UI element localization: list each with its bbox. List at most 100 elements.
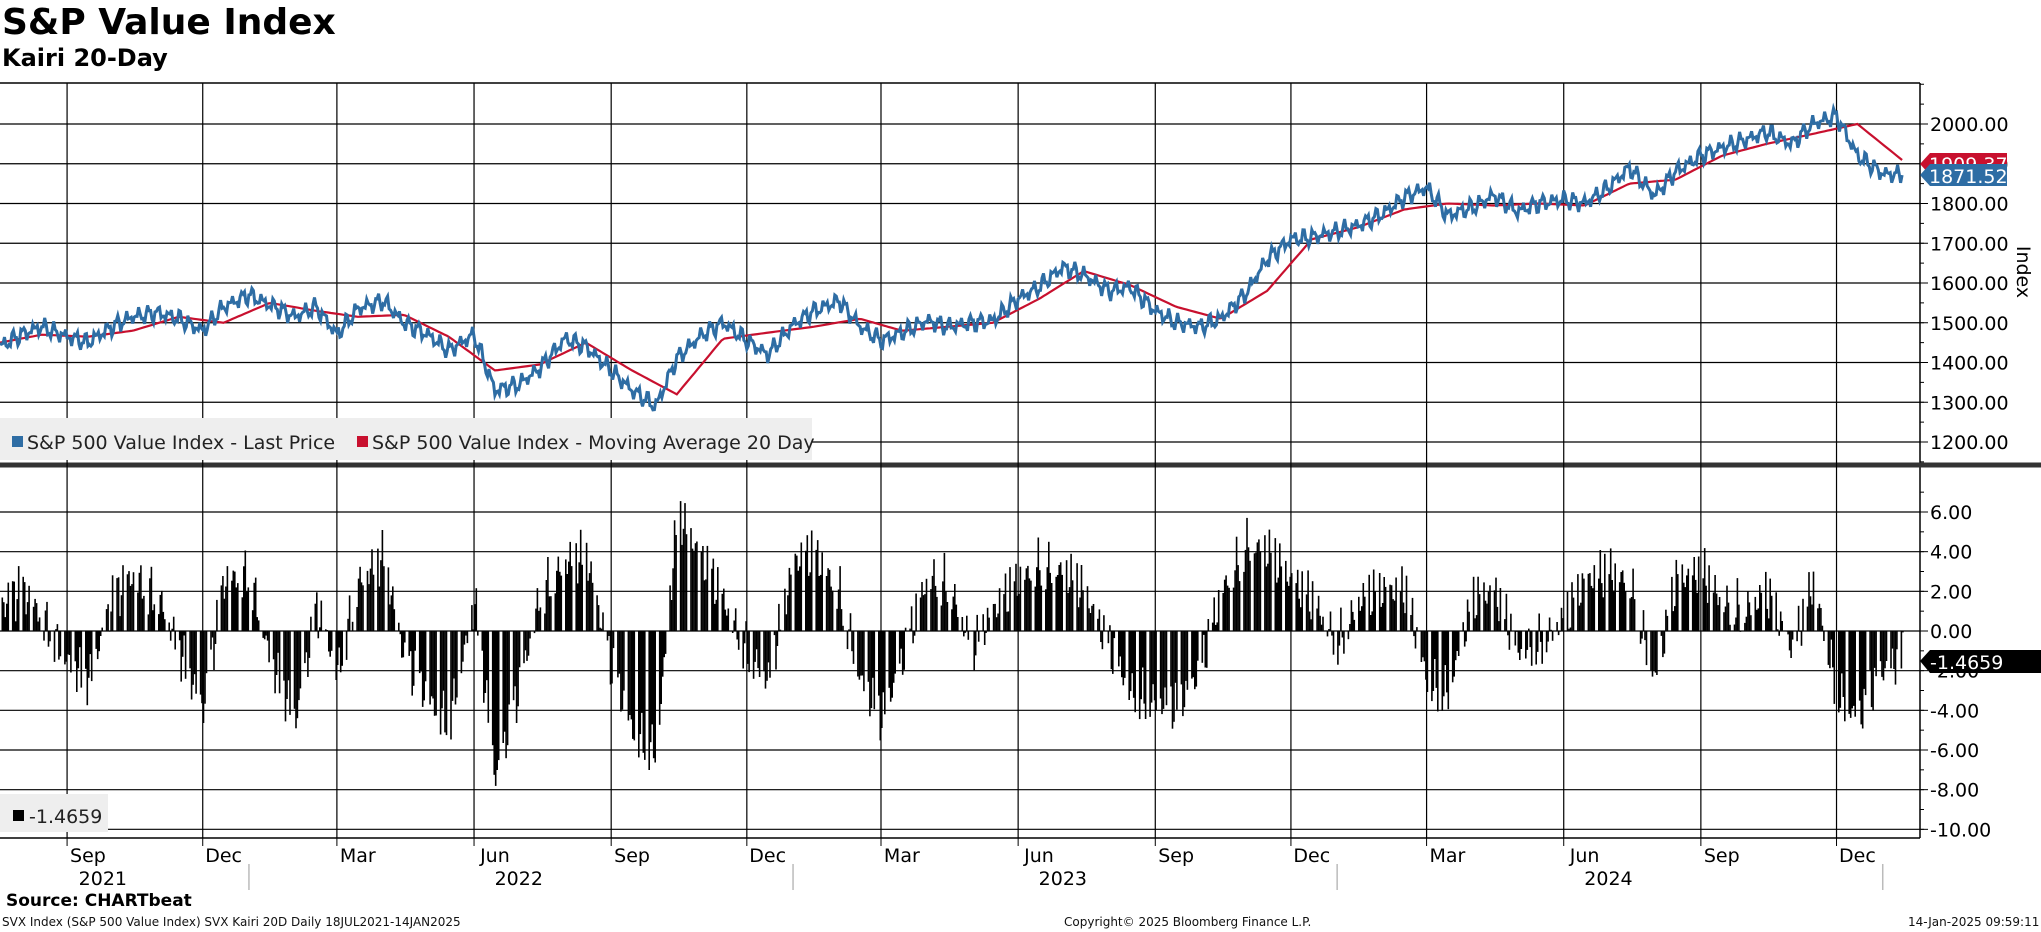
kairi-bar (661, 631, 664, 677)
kairi-bar (1124, 631, 1126, 678)
kairi-bar (882, 631, 885, 693)
kairi-bar (617, 631, 619, 678)
kairi-bar (539, 607, 542, 631)
kairi-bar (1863, 631, 1865, 689)
kairi-bar (351, 621, 354, 631)
kairi-bar (1171, 631, 1174, 729)
kairi-bar (632, 631, 634, 739)
kairi-bar (973, 631, 975, 671)
kairi-bar (742, 631, 744, 669)
kairi-bar (1399, 591, 1402, 631)
kairi-bar (164, 619, 166, 631)
kairi-bar (1851, 631, 1853, 709)
kairi-bar (839, 566, 841, 631)
kairi-bar (205, 631, 208, 674)
kairi-bar (310, 616, 312, 631)
kairi-bar (900, 631, 902, 649)
upper-grid (0, 123, 1920, 443)
kairi-bar (873, 631, 876, 710)
kairi-bar (675, 535, 677, 631)
kairi-bar (1528, 628, 1530, 631)
kairi-bar (869, 631, 871, 717)
kairi-bar (222, 576, 224, 631)
kairi-bar (891, 631, 893, 698)
kairi-bar (1368, 574, 1370, 631)
kairi-bar (1174, 631, 1177, 683)
kairi-bar (587, 580, 589, 631)
kairi-bar (1550, 629, 1552, 631)
kairi-bar (1089, 613, 1092, 631)
kairi-bar (1036, 567, 1038, 631)
kairi-bar (1347, 631, 1350, 640)
y-axis-label: Index (2012, 246, 2034, 298)
kairi-bar (1571, 582, 1573, 631)
kairi-bar (38, 617, 41, 631)
kairi-bar (424, 631, 427, 682)
kairi-bar (7, 582, 10, 631)
kairi-bar (1434, 631, 1436, 659)
kairi-bar (263, 631, 266, 640)
kairi-bar (1639, 631, 1642, 644)
kairi-bar (1541, 631, 1543, 664)
kairi-bar (1791, 631, 1794, 640)
kairi-bar (924, 594, 926, 631)
kairi-bar (1246, 517, 1248, 631)
kairi-bar (1030, 580, 1032, 631)
kairi-bar (1630, 597, 1633, 631)
kairi-bar (1800, 631, 1803, 646)
kairi-bar (1206, 631, 1208, 668)
kairi-bar (644, 631, 646, 760)
kairi-bar (298, 631, 300, 701)
kairi-bar (1548, 617, 1551, 631)
kairi-bar (368, 584, 370, 631)
kairi-bar (1642, 610, 1645, 631)
kairi-bar (477, 631, 479, 636)
kairi-bar (1547, 631, 1549, 642)
kairi-bar (1462, 622, 1464, 631)
upper-tick-label: 1800.00 (1930, 194, 2009, 216)
kairi-bar (664, 631, 667, 654)
kairi-bar (420, 631, 422, 672)
kairi-bar (128, 571, 130, 631)
kairi-bar (1256, 542, 1259, 631)
kairi-bar (316, 592, 318, 631)
kairi-bar (527, 631, 530, 656)
kairi-bar (1641, 631, 1643, 639)
upper-legend: S&P 500 Value Index - Last Price S&P 500… (0, 418, 815, 460)
kairi-bar (1204, 631, 1207, 668)
kairi-bar (994, 603, 996, 631)
kairi-bar (506, 631, 509, 746)
kairi-bar (702, 546, 704, 631)
kairi-bar (1, 597, 4, 631)
kairi-bar (1013, 581, 1016, 631)
lower-tick-label: -8.00 (1930, 780, 1979, 802)
kairi-bar (1601, 583, 1603, 631)
kairi-bar (1247, 547, 1250, 631)
kairi-bar (568, 561, 570, 631)
legend-label-kairi: -1.4659 (29, 806, 102, 828)
kairi-bar (913, 631, 916, 636)
kairi-bar (1715, 593, 1718, 631)
kairi-bar (1830, 631, 1833, 640)
kairi-bar (341, 631, 343, 666)
kairi-bar (275, 631, 278, 675)
kairi-bar (943, 552, 946, 631)
kairi-bar (161, 590, 163, 631)
kairi-bar (244, 550, 247, 631)
x-year-label: 2021 (79, 868, 127, 890)
kairi-bar (1277, 577, 1280, 631)
kairi-bar (1372, 569, 1375, 631)
kairi-bar (660, 631, 662, 704)
kairi-bar (1875, 631, 1877, 677)
kairi-bar (778, 603, 780, 631)
lower-tick-label: -6.00 (1930, 740, 1979, 762)
kairi-bar (149, 578, 151, 631)
kairi-bar (392, 586, 394, 631)
kairi-bar (408, 631, 410, 656)
kairi-bar (785, 614, 788, 631)
kairi-bar (1414, 631, 1417, 649)
kairi-bar (369, 568, 372, 631)
kairi-bar (493, 631, 495, 775)
kairi-bar (1037, 537, 1040, 631)
